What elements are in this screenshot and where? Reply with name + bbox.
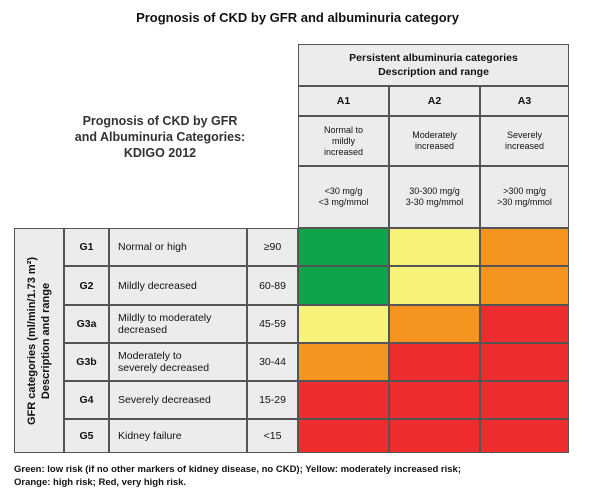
risk-cell-red bbox=[389, 419, 480, 453]
risk-cell-yellow bbox=[389, 266, 480, 305]
albuminuria-desc-line: mildly bbox=[331, 135, 355, 146]
gfr-desc-line: Severely decreased bbox=[118, 394, 211, 406]
gfr-range: 15-29 bbox=[247, 381, 298, 419]
albuminuria-range: 30-300 mg/g 3-30 mg/mmol bbox=[389, 166, 480, 228]
gfr-desc-text: Severely decreased bbox=[118, 394, 211, 406]
albuminuria-desc: Normal to mildly increased bbox=[298, 116, 389, 166]
gfr-code-g2: G2 bbox=[64, 266, 109, 305]
matrix-title-line: Prognosis of CKD by GFR bbox=[82, 114, 238, 128]
risk-cell-red bbox=[298, 419, 389, 453]
gfr-desc-text: Mildly decreased bbox=[118, 280, 197, 292]
albuminuria-code-a3: A3 bbox=[480, 86, 569, 116]
risk-cell-red bbox=[480, 343, 569, 381]
albuminuria-desc-line: increased bbox=[323, 146, 364, 157]
matrix-title: Prognosis of CKD by GFR and Albuminuria … bbox=[40, 113, 280, 161]
risk-cell-red bbox=[480, 305, 569, 343]
albuminuria-desc-line: increased bbox=[504, 141, 545, 151]
albuminuria-range-line: 3-30 mg/mmol bbox=[405, 197, 464, 207]
legend-line: Green: low risk (if no other markers of … bbox=[14, 464, 461, 475]
gfr-desc-line: decreased bbox=[118, 324, 168, 336]
albuminuria-desc-line: Normal to bbox=[323, 124, 363, 135]
albuminuria-range-line: >30 mg/mmol bbox=[497, 197, 552, 207]
risk-cell-yellow bbox=[298, 305, 389, 343]
risk-cell-orange bbox=[480, 266, 569, 305]
gfr-desc-text: Mildly to moderately decreased bbox=[118, 312, 211, 336]
risk-cell-red bbox=[480, 381, 569, 419]
gfr-code-g1: G1 bbox=[64, 228, 109, 266]
gfr-desc-line: Kidney failure bbox=[118, 430, 182, 442]
gfr-code-g3a: G3a bbox=[64, 305, 109, 343]
gfr-desc: Severely decreased bbox=[109, 381, 247, 419]
gfr-desc: Normal or high bbox=[109, 228, 247, 266]
albuminuria-desc: Moderately increased bbox=[389, 116, 480, 166]
albuminuria-desc-line: Moderately bbox=[412, 130, 457, 140]
albuminuria-range-line: <30 mg/g bbox=[324, 186, 363, 196]
albuminuria-desc: Severely increased bbox=[480, 116, 569, 166]
risk-cell-yellow bbox=[389, 228, 480, 266]
albuminuria-range-line: 30-300 mg/g bbox=[409, 186, 460, 196]
albuminuria-range: >300 mg/g >30 mg/mmol bbox=[480, 166, 569, 228]
gfr-desc-line: severely decreased bbox=[118, 362, 210, 374]
albuminuria-range: <30 mg/g <3 mg/mmol bbox=[298, 166, 389, 228]
gfr-desc-line: Moderately to bbox=[118, 350, 182, 362]
albuminuria-code-a2: A2 bbox=[389, 86, 480, 116]
gfr-range: 45-59 bbox=[247, 305, 298, 343]
risk-cell-red bbox=[480, 419, 569, 453]
risk-cell-orange bbox=[480, 228, 569, 266]
matrix-title-line: KDIGO 2012 bbox=[123, 146, 197, 160]
albuminuria-header-line: Persistent albuminuria categories bbox=[349, 52, 518, 64]
gfr-desc: Moderately to severely decreased bbox=[109, 343, 247, 381]
gfr-header-line: GFR categories (ml/min/1.73 m²) bbox=[26, 256, 38, 425]
gfr-desc-text: Normal or high bbox=[118, 241, 187, 253]
gfr-desc: Mildly decreased bbox=[109, 266, 247, 305]
gfr-desc-line: Normal or high bbox=[118, 241, 187, 253]
albuminuria-range-line: >300 mg/g bbox=[503, 186, 546, 196]
risk-legend: Green: low risk (if no other markers of … bbox=[14, 463, 589, 489]
risk-cell-red bbox=[298, 381, 389, 419]
risk-cell-orange bbox=[389, 305, 480, 343]
risk-cell-green bbox=[298, 266, 389, 305]
gfr-code-g4: G4 bbox=[64, 381, 109, 419]
gfr-desc-line: Mildly decreased bbox=[118, 279, 197, 292]
risk-cell-orange bbox=[298, 343, 389, 381]
gfr-header: GFR categories (ml/min/1.73 m²) Descript… bbox=[14, 228, 64, 453]
page-title: Prognosis of CKD by GFR and albuminuria … bbox=[136, 10, 459, 25]
legend-line: Orange: high risk; Red, very high risk. bbox=[14, 477, 187, 488]
albuminuria-desc-line: Severely bbox=[506, 130, 542, 140]
risk-cell-red bbox=[389, 343, 480, 381]
gfr-range: <15 bbox=[247, 419, 298, 453]
albuminuria-desc-line: increased bbox=[414, 141, 455, 151]
gfr-desc-text: Kidney failure bbox=[118, 430, 182, 442]
gfr-desc-line: Mildly to moderately bbox=[118, 312, 212, 324]
gfr-header-line: Description and range bbox=[40, 282, 52, 399]
risk-cell-green bbox=[298, 228, 389, 266]
gfr-range: 30-44 bbox=[247, 343, 298, 381]
albuminuria-header-line: Description and range bbox=[378, 66, 489, 78]
risk-cell-red bbox=[389, 381, 480, 419]
gfr-code-g3b: G3b bbox=[64, 343, 109, 381]
gfr-range: ≥90 bbox=[247, 228, 298, 266]
matrix-title-line: and Albuminuria Categories: bbox=[74, 130, 246, 144]
gfr-range: 60-89 bbox=[247, 266, 298, 305]
gfr-code-g5: G5 bbox=[64, 419, 109, 453]
albuminuria-code-a1: A1 bbox=[298, 86, 389, 116]
gfr-desc: Mildly to moderately decreased bbox=[109, 305, 247, 343]
gfr-desc: Kidney failure bbox=[109, 419, 247, 453]
albuminuria-range-line: <3 mg/mmol bbox=[318, 197, 369, 207]
gfr-desc-text: Moderately to severely decreased bbox=[118, 350, 209, 374]
gfr-header-text: GFR categories (ml/min/1.73 m²) Descript… bbox=[25, 256, 53, 424]
albuminuria-header: Persistent albuminuria categories Descri… bbox=[298, 44, 569, 86]
